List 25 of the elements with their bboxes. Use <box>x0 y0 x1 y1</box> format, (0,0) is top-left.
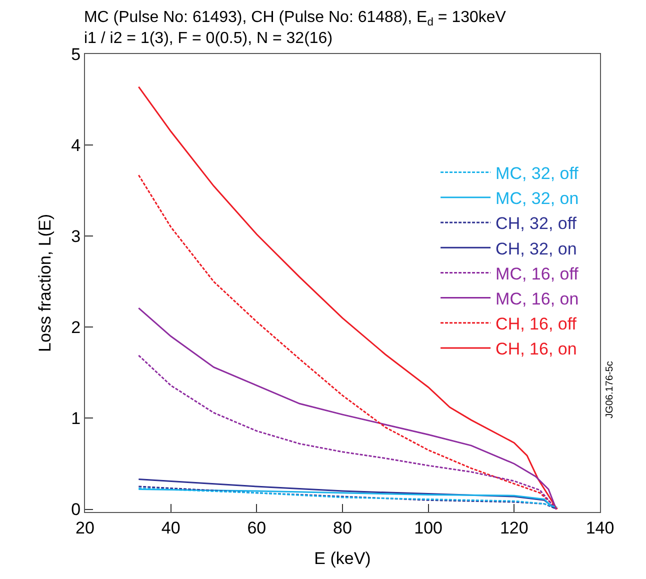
y-axis-title: Loss fraction, L(E) <box>36 214 55 352</box>
y-tick-label: 0 <box>71 500 81 520</box>
y-tick-label: 2 <box>71 318 81 338</box>
chart-title: MC (Pulse No: 61493), CH (Pulse No: 61488), E$_{d}$ = 130keV i1 / i2 = 1(3), F = 0(0.5), N = 32(16) <box>84 9 506 47</box>
y-tick-label: 5 <box>71 44 81 64</box>
legend-label: CH, 32, off <box>496 214 577 234</box>
x-tick-label: 120 <box>500 518 528 538</box>
x-axis-title: E (keV) <box>314 548 371 568</box>
legend-label: MC, 16, on <box>496 289 579 308</box>
x-tick-label: 60 <box>247 518 266 538</box>
legend-label: MC, 32, on <box>496 189 579 208</box>
legend-label: CH, 16, off <box>496 314 577 334</box>
legend-label: CH, 16, on <box>496 340 577 359</box>
text: JG06.176-5c <box>604 361 616 418</box>
y-tick-label: 1 <box>71 409 81 428</box>
legend-label: CH, 32, on <box>496 239 577 258</box>
x-tick-label: 80 <box>333 518 352 538</box>
legend-label: MC, 32, off <box>496 164 579 183</box>
x-tick-label: 100 <box>414 518 443 538</box>
y-tick-label: 4 <box>71 136 81 155</box>
x-tick-label: 40 <box>161 518 180 538</box>
x-tick-label: 140 <box>586 518 614 538</box>
y-tick-label: 3 <box>71 227 81 246</box>
x-tick-label: 20 <box>76 518 94 538</box>
legend-label: MC, 16, off <box>496 264 579 284</box>
